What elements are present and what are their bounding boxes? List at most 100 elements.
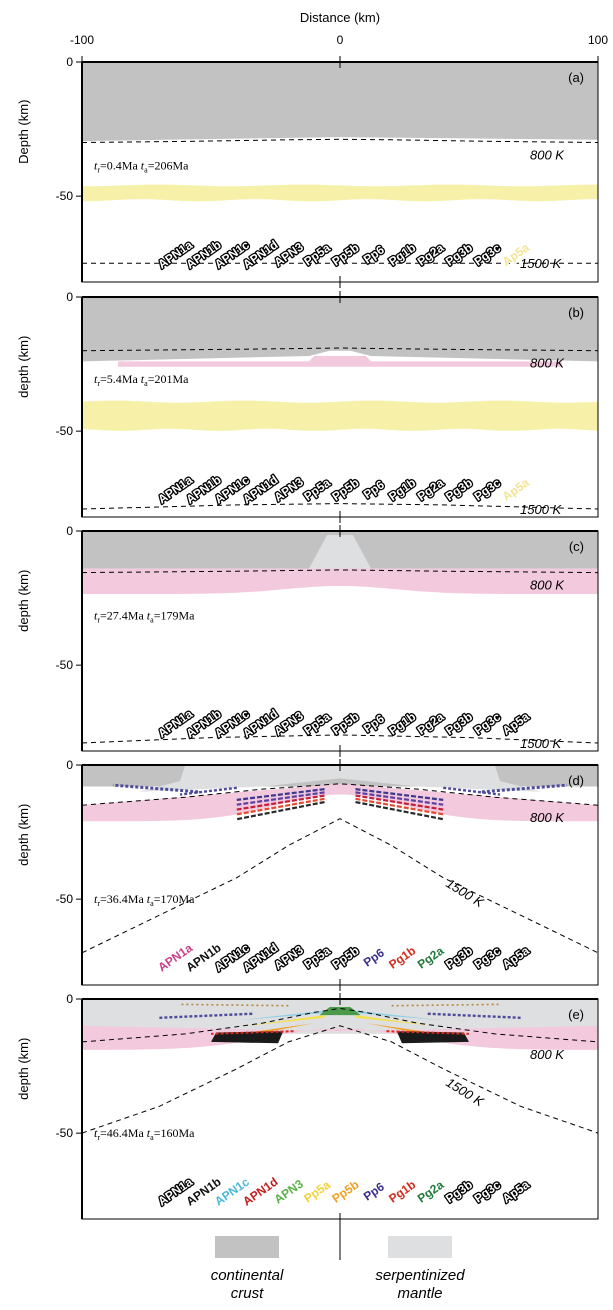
- panel-letter: (b): [568, 305, 584, 320]
- marker-segment: [236, 788, 325, 801]
- isotherm-800-label: 800 K: [530, 810, 565, 825]
- legend-crust-swatch: [215, 1236, 279, 1258]
- marker-segment: [355, 788, 444, 801]
- marker-segment: [236, 797, 325, 816]
- marker-green: [319, 1007, 361, 1016]
- y-tick-label: 0: [66, 55, 73, 69]
- time-label: tr=27.4Ma ta=179Ma: [94, 609, 195, 625]
- panel-body: [82, 62, 598, 282]
- marker-segment: [159, 1012, 253, 1019]
- y-axis-title: depth (km): [16, 1038, 31, 1100]
- panel-body: [82, 999, 598, 1219]
- marker-segment: [355, 800, 444, 821]
- marker-segment: [236, 791, 325, 806]
- isotherm-1500: [82, 503, 598, 510]
- marker-black: [211, 1031, 284, 1044]
- marker-segment: [481, 783, 568, 794]
- legend-mantle-label-2: mantle: [397, 1285, 442, 1302]
- isotherm-1500-label: 1500 K: [520, 502, 563, 517]
- panel-letter: (a): [568, 70, 584, 85]
- isotherm-800-label: 800 K: [530, 578, 565, 593]
- isotherm-800-label: 800 K: [530, 147, 565, 162]
- y-tick-label: -50: [56, 892, 74, 906]
- time-label: tr=0.4Ma ta=206Ma: [94, 158, 189, 174]
- panel-letter: (e): [568, 1007, 584, 1022]
- y-tick-label: -50: [56, 658, 74, 672]
- pink-band: [82, 783, 598, 822]
- x-tick-left: -100: [70, 33, 94, 47]
- time-label: tr=36.4Ma ta=170Ma: [94, 892, 195, 908]
- x-tick-right: 100: [588, 33, 608, 47]
- isotherm-800: [82, 347, 598, 352]
- marker-segment: [180, 1003, 289, 1007]
- y-tick-label: 0: [66, 524, 73, 538]
- legend-mantle-swatch: [388, 1236, 452, 1258]
- pink-band: [82, 568, 598, 594]
- isotherm-1500-label: 1500 K: [520, 256, 563, 271]
- y-tick-label: -50: [56, 1126, 74, 1140]
- marker-segment: [236, 800, 325, 821]
- marker-segment: [210, 1030, 294, 1035]
- marker-segment: [355, 797, 444, 816]
- panel-body: [82, 531, 598, 751]
- legend-crust-label-2: crust: [231, 1285, 264, 1302]
- y-tick-label: -50: [56, 189, 74, 203]
- isotherm-800-label: 800 K: [530, 1047, 565, 1062]
- time-label: tr=5.4Ma ta=201Ma: [94, 372, 189, 388]
- x-axis-title: Distance (km): [300, 10, 380, 25]
- isotherm-1500-label: 1500 K: [520, 736, 563, 751]
- y-axis-title: Depth (km): [16, 100, 31, 164]
- y-axis-title: depth (km): [16, 804, 31, 866]
- serpentinized-mantle: [138, 765, 542, 792]
- panel-body: [82, 765, 598, 985]
- continental-crust: [82, 297, 598, 362]
- isotherm-800: [82, 1007, 598, 1043]
- marker-segment: [427, 1012, 521, 1019]
- time-label: tr=46.4Ma ta=160Ma: [94, 1126, 195, 1142]
- isotherm-800: [82, 138, 598, 143]
- legend-mantle-label-1: serpentinized: [375, 1267, 465, 1284]
- pink-band: [82, 1025, 598, 1050]
- y-tick-label: 0: [66, 758, 73, 772]
- y-tick-label: 0: [66, 992, 73, 1006]
- marker-segment: [443, 786, 501, 796]
- pink-band: [118, 356, 562, 367]
- panel-body: [82, 297, 598, 517]
- y-axis-title: depth (km): [16, 336, 31, 398]
- marker-black: [396, 1031, 469, 1044]
- marker-segment: [112, 783, 199, 794]
- isotherm-800-label: 800 K: [530, 356, 565, 371]
- marker-segment: [179, 786, 237, 796]
- y-axis-title: depth (km): [16, 570, 31, 632]
- marker-segment: [355, 794, 444, 811]
- yellow-band: [82, 400, 598, 431]
- marker-segment: [355, 791, 444, 806]
- serpentinized-mantle: [262, 535, 418, 572]
- panel-letter: (d): [568, 773, 584, 788]
- legend-crust-label-1: continental: [211, 1267, 284, 1284]
- y-tick-label: 0: [66, 290, 73, 304]
- marker-segment: [236, 794, 325, 811]
- marker-wedge: [247, 1015, 325, 1026]
- y-tick-label: -50: [56, 424, 74, 438]
- isotherm-1500: [82, 1025, 598, 1134]
- serpentinized-mantle: [82, 999, 598, 1034]
- marker-wedge: [347, 1009, 444, 1021]
- isotherm-800: [82, 783, 598, 806]
- isotherm-800: [82, 569, 598, 574]
- legend: continental crust serpentinized mantle: [211, 1236, 465, 1302]
- panel-letter: (c): [569, 539, 584, 554]
- isotherm-1500: [82, 818, 598, 954]
- continental-crust: [82, 62, 598, 142]
- x-tick-mid: 0: [337, 33, 344, 47]
- marker-wedge: [355, 1015, 433, 1026]
- marker-segment: [386, 1030, 470, 1035]
- marker-segment: [391, 1003, 500, 1007]
